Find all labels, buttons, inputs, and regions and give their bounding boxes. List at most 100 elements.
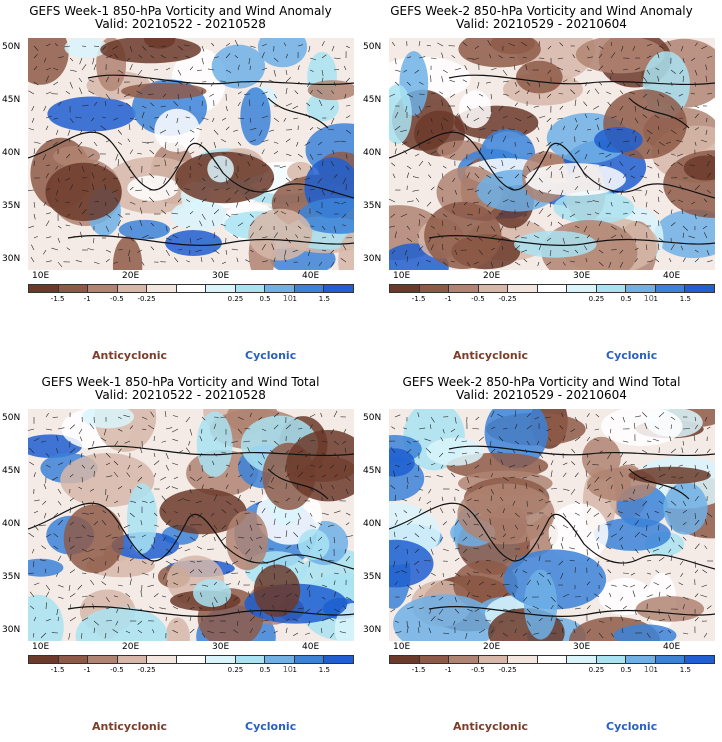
colorbar-label: 0.5 [620,666,632,674]
colorbar-swatch [419,656,450,663]
colorbar-label: 0.5 [259,666,271,674]
colorbar-swatch [206,285,236,292]
lon-label: 20E [122,271,140,281]
anticyclonic-label: Anticyclonic [92,349,168,362]
anticyclonic-label: Anticyclonic [453,720,529,733]
lat-label: 30N [2,254,21,264]
vorticity-map [389,409,715,641]
colorbar-label: -1.5 [411,666,426,674]
colorbar-swatch [390,656,420,663]
cyclonic-label: Cyclonic [245,349,297,362]
colorbar-swatch [508,656,538,663]
colorbar-label: -0.25 [137,666,156,674]
vorticity-map [28,38,354,270]
panel-title: GEFS Week-1 850-hPa Vorticity and Wind A… [29,4,332,18]
colorbar-swatch [88,656,118,663]
lon-label: 20E [122,642,140,652]
cyclonic-label: Cyclonic [245,720,297,733]
colorbar-swatch [176,656,207,663]
colorbar-swatch [147,656,177,663]
colorbar-unit: 10 [282,294,293,303]
lat-label: 45N [2,95,21,105]
lon-label: 20E [483,271,501,281]
colorbar-swatch [29,656,59,663]
lon-label: 20E [483,642,501,652]
colorbar [28,655,354,664]
colorbar-swatch [265,285,295,292]
colorbar-swatch [655,285,686,292]
lat-label: 45N [363,95,382,105]
lat-label: 35N [2,201,21,211]
colorbar-label: -1.5 [411,295,426,303]
colorbar-swatch [294,285,325,292]
lon-label: 40E [302,642,320,652]
colorbar-label: 1 [653,666,658,674]
colorbar-swatch [419,285,450,292]
colorbar-swatch [206,656,236,663]
colorbar-swatch [537,656,568,663]
colorbar-swatch [324,656,354,663]
colorbar-swatch [596,656,627,663]
colorbar-label: -0.25 [498,666,517,674]
lat-label: 45N [2,466,21,476]
panel-valid-dates: Valid: 20210529 - 20210604 [456,388,627,402]
colorbar-label: 1 [292,666,297,674]
lat-label: 30N [363,625,382,635]
anticyclonic-label: Anticyclonic [92,720,168,733]
lon-label: 30E [212,642,230,652]
lon-label: 30E [212,271,230,281]
lat-label: 50N [2,413,21,423]
colorbar-label: 1 [653,295,658,303]
colorbar-unit: 10 [643,294,654,303]
lat-label: 40N [2,519,21,529]
lon-label: 40E [663,271,681,281]
colorbar-label: -1 [83,666,91,674]
lon-label: 40E [302,271,320,281]
colorbar-label: 0.5 [259,295,271,303]
lat-label: 50N [2,42,21,52]
colorbar-label: -1 [444,295,452,303]
cyclonic-label: Cyclonic [606,349,658,362]
panel-title: GEFS Week-2 850-hPa Vorticity and Wind A… [390,4,693,18]
colorbar-swatch [478,285,509,292]
colorbar-swatch [626,285,656,292]
panel-valid-dates: Valid: 20210529 - 20210604 [456,17,627,31]
lon-label: 10E [393,271,411,281]
colorbar-label: -1.5 [50,666,65,674]
colorbar-swatch [117,285,148,292]
colorbar-swatch [449,656,479,663]
colorbar-swatch [449,285,479,292]
colorbar-label: 1 [292,295,297,303]
lat-label: 50N [363,413,382,423]
colorbar-swatch [655,656,686,663]
colorbar-label: 0.25 [227,295,244,303]
lat-label: 30N [363,254,382,264]
lat-label: 40N [363,148,382,158]
panel-valid-dates: Valid: 20210522 - 20210528 [95,17,266,31]
lat-label: 40N [363,519,382,529]
colorbar-label: -0.5 [110,295,124,303]
map-panel-4: GEFS Week-2 850-hPa Vorticity and Wind T… [361,371,722,742]
lat-label: 50N [363,42,382,52]
colorbar-swatch [58,285,89,292]
colorbar-label: -1 [83,295,91,303]
vorticity-map [389,38,715,270]
colorbar-label: -1 [444,666,452,674]
lat-label: 40N [2,148,21,158]
colorbar-swatch [478,656,509,663]
lat-label: 35N [363,572,382,582]
panel-title: GEFS Week-2 850-hPa Vorticity and Wind T… [402,375,681,389]
lon-label: 10E [32,271,50,281]
colorbar-swatch [324,285,354,292]
lon-label: 40E [663,642,681,652]
colorbar [389,284,715,293]
colorbar-unit: 10 [643,665,654,674]
colorbar-swatch [88,285,118,292]
colorbar-swatch [596,285,627,292]
map-panel-2: GEFS Week-2 850-hPa Vorticity and Wind A… [361,0,722,371]
colorbar-label: -0.25 [137,295,156,303]
map-panel-1: GEFS Week-1 850-hPa Vorticity and Wind A… [0,0,361,371]
colorbar-swatch [235,656,266,663]
colorbar-swatch [176,285,207,292]
map-panel-3: GEFS Week-1 850-hPa Vorticity and Wind T… [0,371,361,742]
